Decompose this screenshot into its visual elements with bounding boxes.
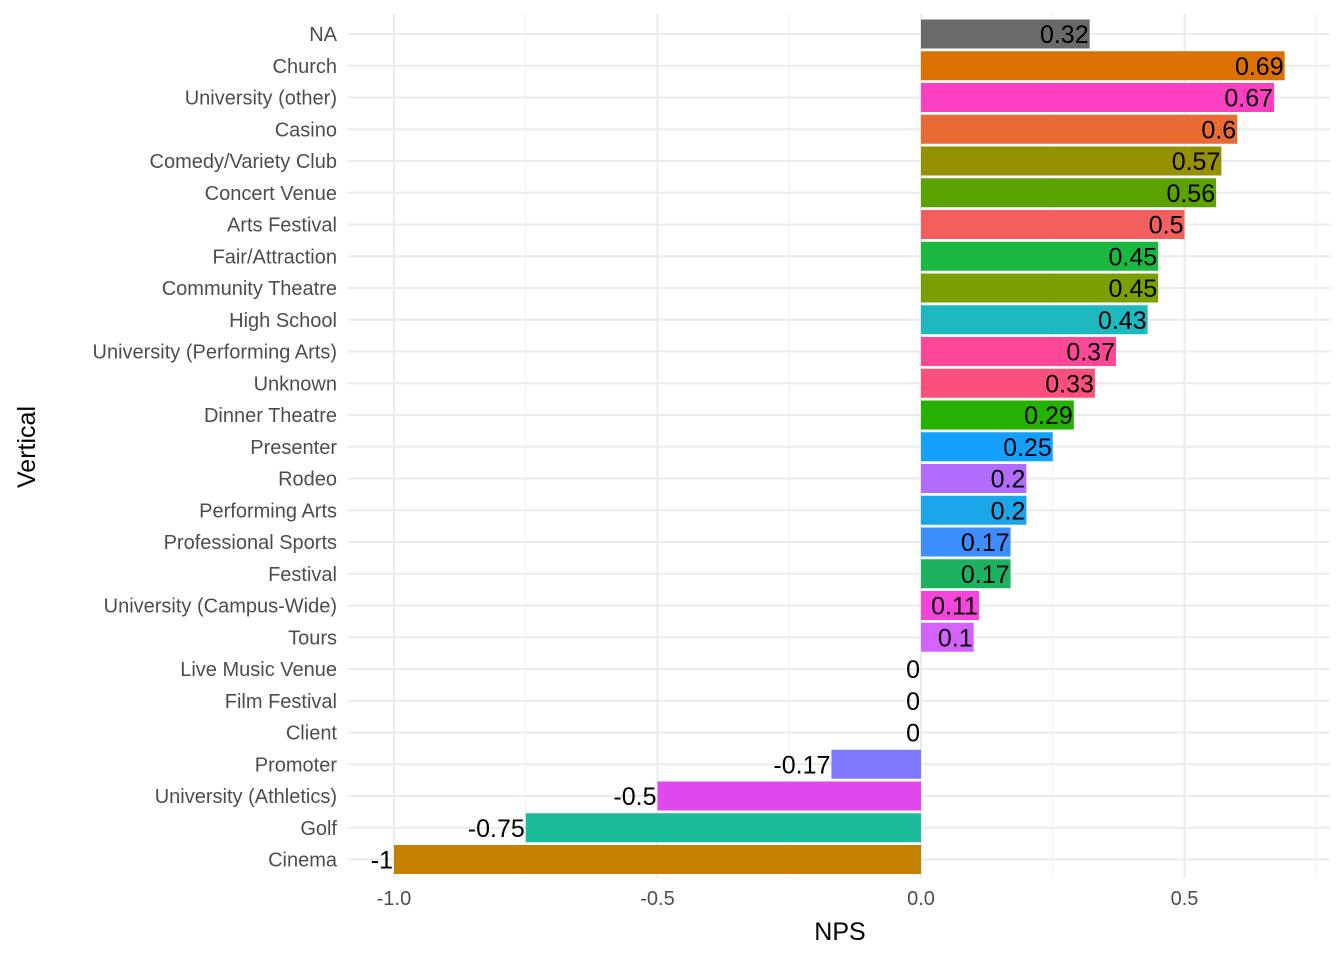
y-tick-label: Professional Sports [164, 532, 337, 554]
y-tick-label: University (other) [185, 88, 337, 110]
bar-na [921, 19, 1090, 49]
data-label: 0.57 [1172, 148, 1221, 176]
data-label: 0 [906, 656, 920, 684]
y-axis-title: Vertical [13, 406, 41, 488]
y-tick-label: Festival [268, 564, 337, 586]
data-label: 0.56 [1166, 180, 1215, 208]
y-tick-label: Church [273, 56, 337, 78]
y-tick-label: Film Festival [225, 691, 337, 713]
data-label: 0.1 [938, 624, 973, 652]
bar-university-campus-wide [921, 591, 979, 620]
data-label: 0 [906, 688, 920, 716]
data-label: 0.5 [1149, 212, 1184, 240]
bar-church [921, 51, 1285, 81]
y-tick-label: Live Music Venue [180, 659, 337, 681]
data-label: 0.17 [961, 529, 1010, 557]
bar-golf [525, 813, 921, 843]
data-label: 0.45 [1108, 243, 1157, 271]
y-tick-label: Unknown [254, 373, 337, 395]
bar-professional-sports [921, 527, 1011, 557]
data-label: 0.33 [1045, 370, 1094, 398]
x-axis-title: NPS [814, 918, 865, 946]
data-label: 0.25 [1003, 434, 1052, 462]
data-label: 0.67 [1224, 85, 1273, 113]
bar-casino [921, 114, 1238, 144]
data-label: 0.45 [1108, 275, 1157, 303]
bar-fair-attraction [921, 241, 1159, 271]
bar-high-school [921, 305, 1148, 335]
data-label: 0 [906, 720, 920, 748]
y-tick-label: High School [229, 310, 337, 332]
x-tick-label: 0.0 [907, 888, 935, 910]
y-tick-label: Fair/Attraction [213, 246, 337, 268]
y-tick-label: University (Performing Arts) [93, 342, 338, 364]
data-label: 0.69 [1235, 53, 1284, 81]
bar-tours [921, 622, 974, 652]
data-label: 0.43 [1098, 307, 1147, 335]
bar-presenter [921, 432, 1053, 462]
data-label: 0.11 [931, 593, 978, 621]
y-tick-label: Community Theatre [162, 278, 337, 300]
data-label: -1 [371, 847, 393, 875]
y-tick-label: Rodeo [278, 469, 337, 491]
x-axis-tick-labels: -1.0 -0.5 0.0 0.5 [377, 888, 1199, 910]
bar-unknown [921, 368, 1095, 398]
y-tick-label: Casino [275, 119, 337, 141]
data-label: 0.6 [1201, 116, 1236, 144]
y-tick-label: Tours [288, 627, 337, 649]
data-label: 0.32 [1040, 21, 1089, 49]
bar-cinema [394, 845, 921, 874]
bar-comedy-variety-club [921, 146, 1222, 176]
data-label: 0.17 [961, 561, 1010, 589]
x-tick-label: -1.0 [377, 888, 411, 910]
bar-university-other [921, 83, 1275, 112]
y-tick-label: Dinner Theatre [204, 405, 337, 427]
y-tick-label: Presenter [250, 437, 337, 459]
bar-university-performing-arts [921, 337, 1116, 366]
y-tick-label: NA [309, 24, 337, 46]
data-label: -0.75 [468, 815, 525, 843]
data-label: -0.17 [773, 751, 830, 779]
bars [394, 19, 1285, 874]
y-tick-label: University (Athletics) [155, 786, 337, 808]
data-label: 0.2 [991, 497, 1026, 525]
y-axis-tick-labels: NA Church University (other) Casino Comedy/V… [93, 24, 338, 872]
bar-community-theatre [921, 273, 1159, 303]
data-labels: 0.32 0.69 0.67 0.6 0.57 0.56 0.5 0.45 0.45 0.43 0.… [371, 21, 1284, 875]
bar-festival [921, 559, 1011, 589]
y-tick-label: Promoter [255, 754, 338, 776]
y-tick-label: Concert Venue [205, 183, 337, 205]
bar-promoter [831, 749, 921, 779]
bar-concert-venue [921, 178, 1217, 208]
data-label: 0.37 [1066, 339, 1115, 367]
bar-arts-festival [921, 210, 1185, 239]
y-tick-label: Client [286, 723, 338, 745]
data-label: 0.29 [1024, 402, 1073, 430]
bar-rodeo [921, 464, 1027, 493]
x-tick-label: -0.5 [640, 888, 674, 910]
y-tick-label: University (Campus-Wide) [104, 596, 337, 618]
bar-university-athletics [657, 781, 921, 811]
y-tick-label: Performing Arts [199, 500, 337, 522]
x-tick-label: 0.5 [1171, 888, 1199, 910]
data-label: 0.2 [991, 466, 1026, 494]
bar-dinner-theatre [921, 400, 1074, 430]
y-tick-label: Golf [300, 818, 337, 840]
y-tick-label: Cinema [268, 850, 338, 872]
bar-performing-arts [921, 495, 1027, 525]
data-label: -0.5 [613, 783, 656, 811]
y-tick-label: Arts Festival [227, 215, 337, 237]
y-tick-label: Comedy/Variety Club [150, 151, 337, 173]
